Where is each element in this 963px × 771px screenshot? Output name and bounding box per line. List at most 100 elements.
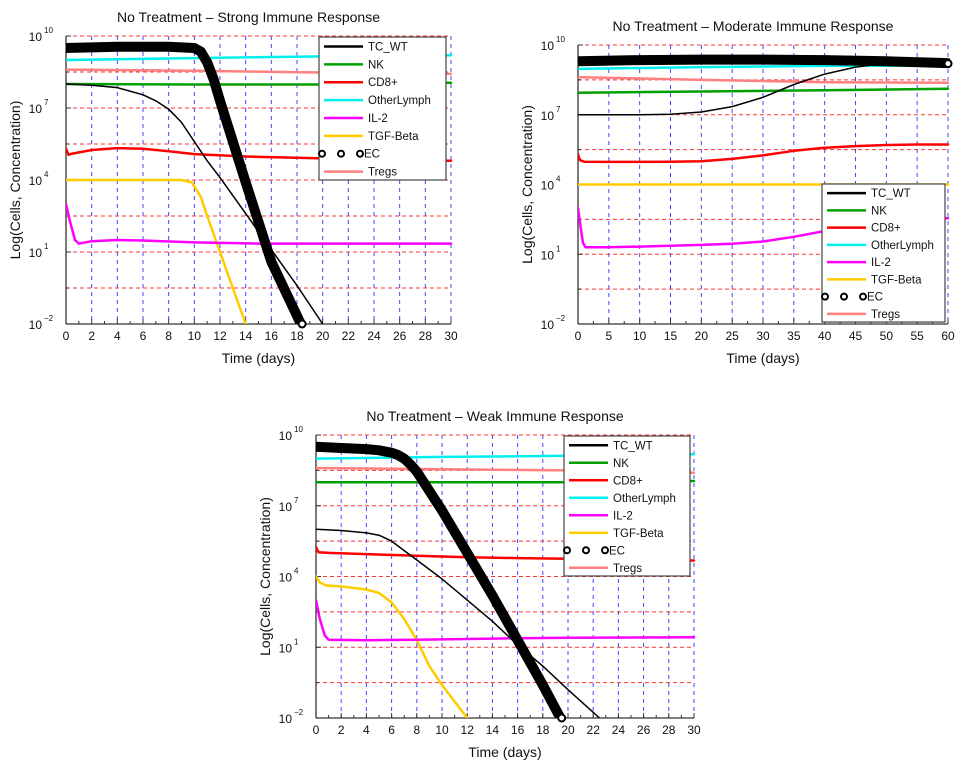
- x-tick-label: 6: [140, 329, 147, 343]
- x-tick-label: 6: [388, 723, 395, 737]
- y-tick-label: 10: [541, 39, 555, 53]
- x-tick-label: 4: [363, 723, 370, 737]
- legend-label: NK: [871, 205, 887, 217]
- chart-title: No Treatment – Moderate Immune Response: [613, 18, 894, 34]
- legend-label: CD8+: [368, 77, 398, 89]
- legend-item: Tregs: [324, 167, 397, 179]
- legend-item: IL-2: [324, 113, 388, 125]
- x-tick-label: 0: [313, 723, 320, 737]
- legend-item: CD8+: [569, 475, 643, 487]
- legend-label: TC_WT: [871, 188, 911, 200]
- legend-item: NK: [324, 59, 384, 71]
- legend-item: TGF-Beta: [827, 274, 922, 286]
- y-tick-label: 10: [279, 500, 293, 514]
- legend-item: IL-2: [569, 510, 633, 522]
- y-tick-label: 10: [279, 712, 293, 726]
- y-tick-exponent: 4: [44, 170, 49, 179]
- legend-label: OtherLymph: [613, 493, 676, 505]
- series-line-cd8-: [66, 146, 453, 163]
- y-tick-exponent: 1: [294, 637, 299, 646]
- chart-moderate-immune-response: No Treatment – Moderate Immune Response 0…: [519, 18, 955, 366]
- series-line-tc-wt: [316, 441, 566, 718]
- y-tick-label: 10: [29, 318, 43, 332]
- legend-label: Tregs: [368, 167, 397, 179]
- x-tick-label: 10: [435, 723, 449, 737]
- chart-title: No Treatment – Weak Immune Response: [366, 408, 624, 424]
- x-axis-label: Time (days): [222, 350, 295, 366]
- legend-item: TC_WT: [827, 188, 911, 200]
- legend-item: NK: [569, 458, 629, 470]
- legend-marker-circle: [601, 546, 609, 555]
- x-tick-label: 45: [849, 329, 863, 343]
- legend-label: TC_WT: [368, 41, 408, 53]
- y-tick-label: 10: [279, 641, 293, 655]
- y-tick-exponent: 7: [44, 98, 49, 107]
- chart-weak-immune-response: No Treatment – Weak Immune Response 0 2 4 6 8…: [257, 408, 701, 760]
- legend-item: EC: [563, 545, 625, 557]
- legend-marker-circle: [582, 546, 590, 555]
- x-tick-label: 30: [444, 329, 458, 343]
- x-tick-label: 12: [213, 329, 227, 343]
- chart-title: No Treatment – Strong Immune Response: [117, 9, 380, 25]
- legend-label: NK: [368, 59, 384, 71]
- series-line-nk: [578, 87, 950, 94]
- y-tick-label: 10: [29, 174, 43, 188]
- legend-item: EC: [318, 149, 380, 161]
- x-tick-label: 8: [413, 723, 420, 737]
- y-tick-exponent: 10: [44, 26, 53, 35]
- legend-label: EC: [364, 149, 380, 161]
- legend-item: TC_WT: [569, 440, 653, 452]
- legend-label: IL-2: [368, 113, 388, 125]
- y-tick-exponent: 10: [294, 425, 303, 434]
- x-tick-label: 8: [165, 329, 172, 343]
- legend-item: TGF-Beta: [569, 528, 664, 540]
- legend: TC_WT NK CD8+ OtherLymph IL-2 TGF-Beta EC Tregs: [318, 36, 447, 181]
- y-tick-exponent: 10: [556, 35, 565, 44]
- x-tick-label: 30: [756, 329, 770, 343]
- x-tick-label: 0: [63, 329, 70, 343]
- y-tick-exponent: 1: [44, 242, 49, 251]
- x-tick-label: 20: [695, 329, 709, 343]
- y-tick-label: 10: [29, 246, 43, 260]
- x-tick-label: 25: [725, 329, 739, 343]
- x-tick-label: 16: [511, 723, 525, 737]
- x-tick-label: 10: [633, 329, 647, 343]
- x-tick-label: 18: [290, 329, 304, 343]
- x-tick-label: 12: [461, 723, 475, 737]
- y-axis-label: Log(Cells, Concentration): [519, 105, 535, 264]
- x-tick-label: 22: [587, 723, 601, 737]
- y-tick-exponent: −2: [44, 314, 54, 323]
- x-tick-label: 22: [342, 329, 356, 343]
- legend-item: EC: [821, 292, 883, 304]
- x-tick-label: 24: [367, 329, 381, 343]
- x-tick-label: 14: [239, 329, 253, 343]
- y-tick-label: 10: [29, 30, 43, 44]
- x-tick-label: 60: [941, 329, 955, 343]
- x-tick-label: 16: [265, 329, 279, 343]
- legend-label: NK: [613, 458, 629, 470]
- x-tick-label: 28: [662, 723, 676, 737]
- legend-label: EC: [867, 292, 883, 304]
- legend-label: TC_WT: [613, 440, 653, 452]
- x-tick-label: 2: [338, 723, 345, 737]
- x-tick-label: 55: [910, 329, 924, 343]
- y-tick-label: 10: [541, 179, 555, 193]
- y-tick-label: 10: [541, 318, 555, 332]
- series-line-ec: [316, 528, 601, 718]
- x-tick-label: 2: [88, 329, 95, 343]
- legend: TC_WT NK CD8+ OtherLymph IL-2 TGF-Beta EC Tregs: [821, 183, 946, 323]
- series-line-tc-wt: [66, 41, 306, 324]
- y-tick-label: 10: [279, 571, 293, 585]
- y-tick-exponent: −2: [294, 708, 304, 717]
- legend-item: TGF-Beta: [324, 131, 419, 143]
- legend-marker-circle: [337, 149, 345, 158]
- y-axis-label: Log(Cells, Concentration): [257, 497, 273, 656]
- legend-item: CD8+: [827, 223, 901, 235]
- x-tick-label: 5: [605, 329, 612, 343]
- legend-item: TC_WT: [324, 41, 408, 53]
- legend-label: TGF-Beta: [368, 131, 419, 143]
- legend-item: IL-2: [827, 257, 891, 269]
- x-tick-label: 35: [787, 329, 801, 343]
